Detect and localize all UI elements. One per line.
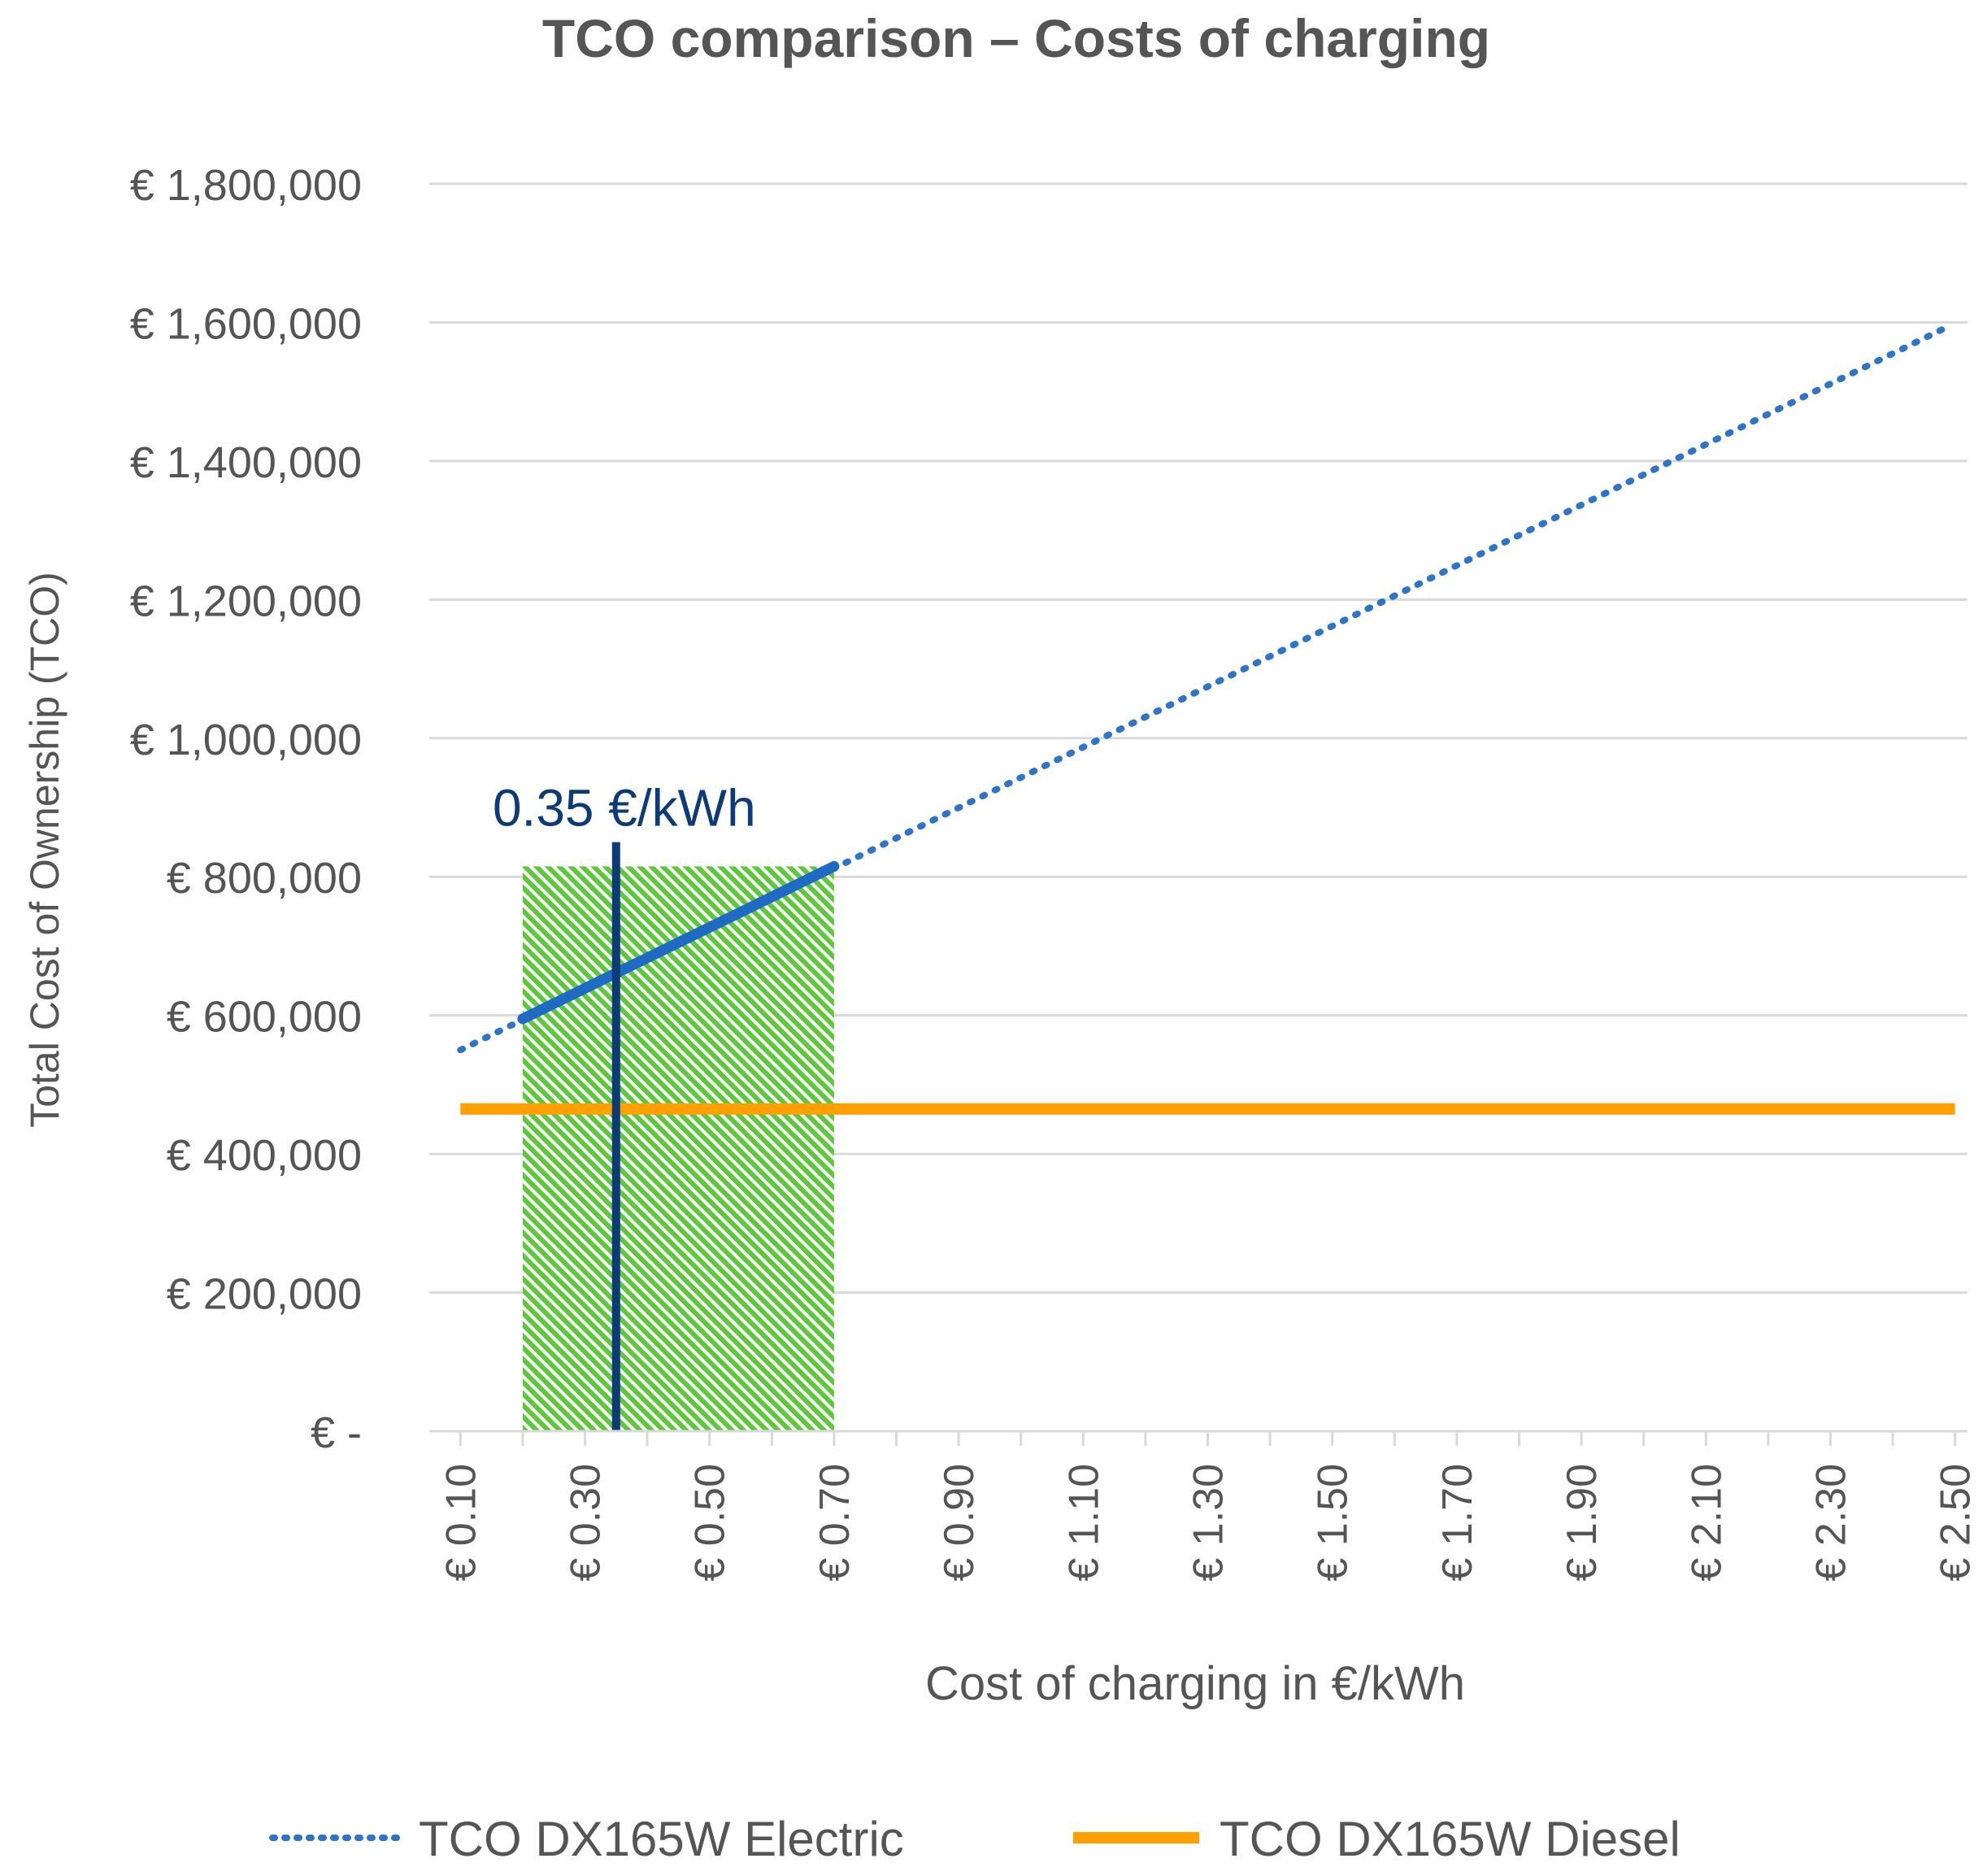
- x-tick-label: € 1.50: [1310, 1464, 1357, 1582]
- x-tick-label: € 0.10: [437, 1464, 485, 1582]
- y-tick-label: € 1,200,000: [130, 577, 362, 625]
- y-axis-title: Total Cost of Ownership (TCO): [22, 572, 67, 1128]
- y-tick-label: € 400,000: [167, 1131, 362, 1180]
- y-tick-label: € 1,400,000: [130, 438, 362, 487]
- x-tick-label: € 1.90: [1559, 1464, 1606, 1582]
- y-tick-label: € 600,000: [167, 993, 362, 1042]
- x-tick-label: € 2.50: [1933, 1464, 1980, 1582]
- x-tick-label: € 0.70: [811, 1464, 859, 1582]
- x-tick-label: € 2.10: [1683, 1464, 1730, 1582]
- y-tick-label: € 200,000: [167, 1270, 362, 1319]
- x-tick-label: € 0.30: [562, 1464, 609, 1582]
- y-tick-label: € 1,800,000: [130, 161, 362, 210]
- y-tick-label: € -: [311, 1408, 362, 1457]
- electric-highlight-segment: [517, 860, 840, 1025]
- x-tick-label: € 0.50: [687, 1464, 734, 1582]
- x-tick-label: € 1.70: [1434, 1464, 1481, 1582]
- x-tick-label: € 1.10: [1060, 1464, 1107, 1582]
- chart-title: TCO comparison – Costs of charging: [542, 8, 1490, 68]
- reference-line-label: 0.35 €/kWh: [493, 779, 756, 838]
- x-axis-title: Cost of charging in €/kWh: [925, 1657, 1465, 1710]
- y-tick-label: € 1,600,000: [130, 299, 362, 348]
- shaded-range-region: [522, 866, 834, 1431]
- x-tick-label: € 2.30: [1807, 1464, 1854, 1582]
- x-tick-label: € 1.30: [1185, 1464, 1232, 1582]
- x-tick-label: € 0.90: [936, 1464, 983, 1582]
- legend-diesel-label: TCO DX165W Diesel: [1220, 1812, 1680, 1866]
- legend-electric-label: TCO DX165W Electric: [419, 1812, 904, 1866]
- y-tick-label: € 800,000: [167, 854, 362, 903]
- y-tick-label: € 1,000,000: [130, 716, 362, 764]
